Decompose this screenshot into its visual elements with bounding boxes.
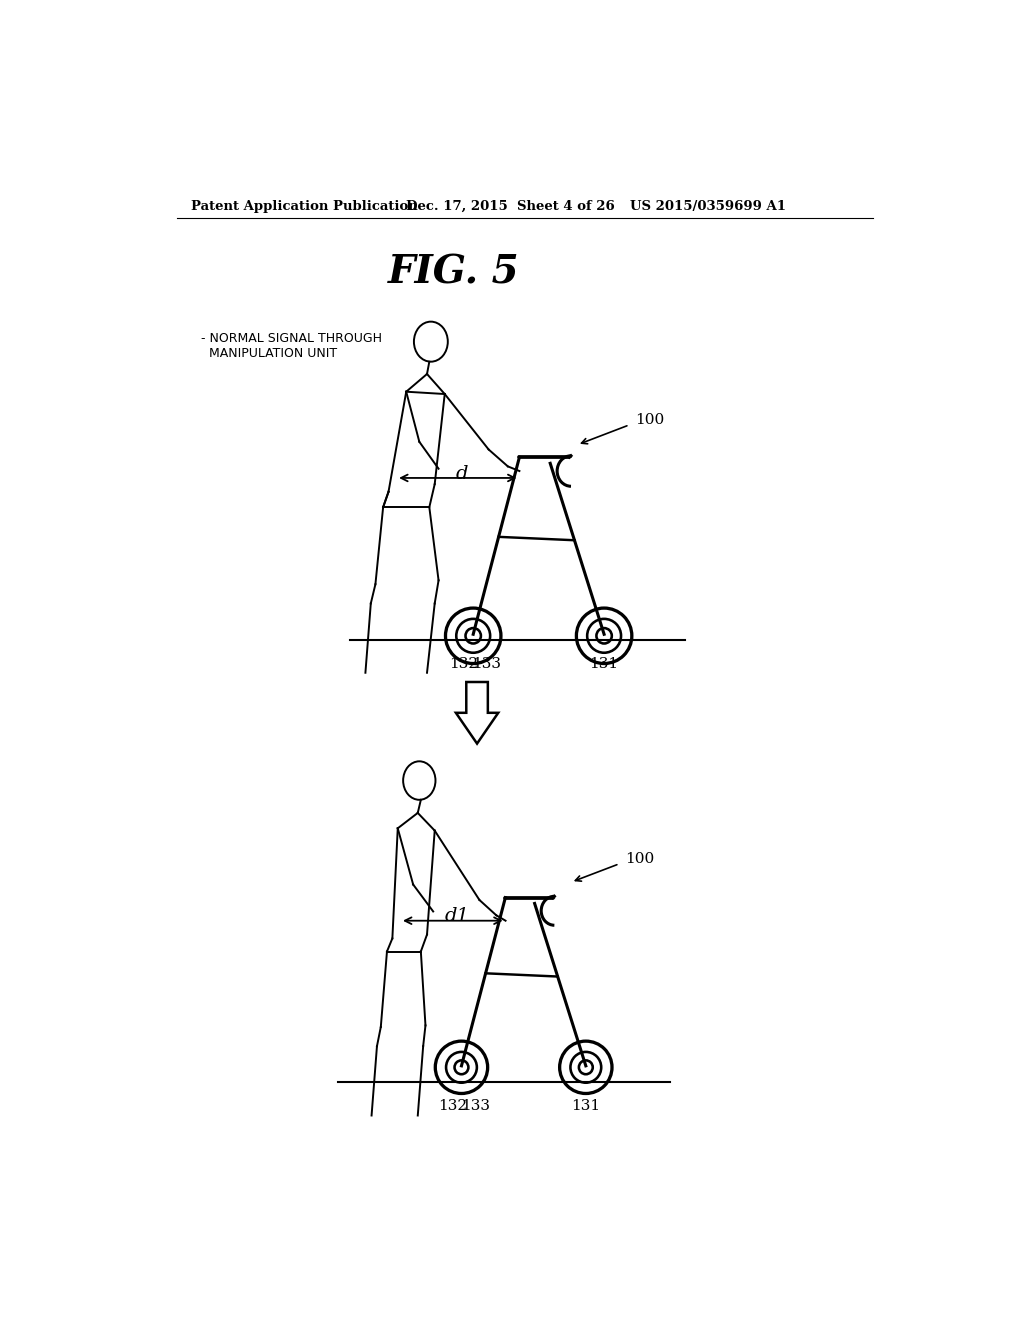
Text: FIG. 5: FIG. 5 <box>388 253 520 292</box>
Text: 132: 132 <box>450 656 478 671</box>
Text: 133: 133 <box>461 1100 489 1113</box>
Polygon shape <box>456 682 499 743</box>
Text: 100: 100 <box>635 413 665 428</box>
Text: d1: d1 <box>444 907 469 925</box>
Text: MANIPULATION UNIT: MANIPULATION UNIT <box>202 347 338 360</box>
Text: 131: 131 <box>571 1100 600 1113</box>
Text: d: d <box>456 465 468 483</box>
Text: Dec. 17, 2015  Sheet 4 of 26: Dec. 17, 2015 Sheet 4 of 26 <box>407 199 615 213</box>
Text: US 2015/0359699 A1: US 2015/0359699 A1 <box>630 199 785 213</box>
Text: 133: 133 <box>472 656 502 671</box>
Text: 131: 131 <box>590 656 618 671</box>
Text: - NORMAL SIGNAL THROUGH: - NORMAL SIGNAL THROUGH <box>202 331 382 345</box>
Text: 132: 132 <box>437 1100 467 1113</box>
Text: Patent Application Publication: Patent Application Publication <box>190 199 418 213</box>
Text: 100: 100 <box>625 853 654 866</box>
